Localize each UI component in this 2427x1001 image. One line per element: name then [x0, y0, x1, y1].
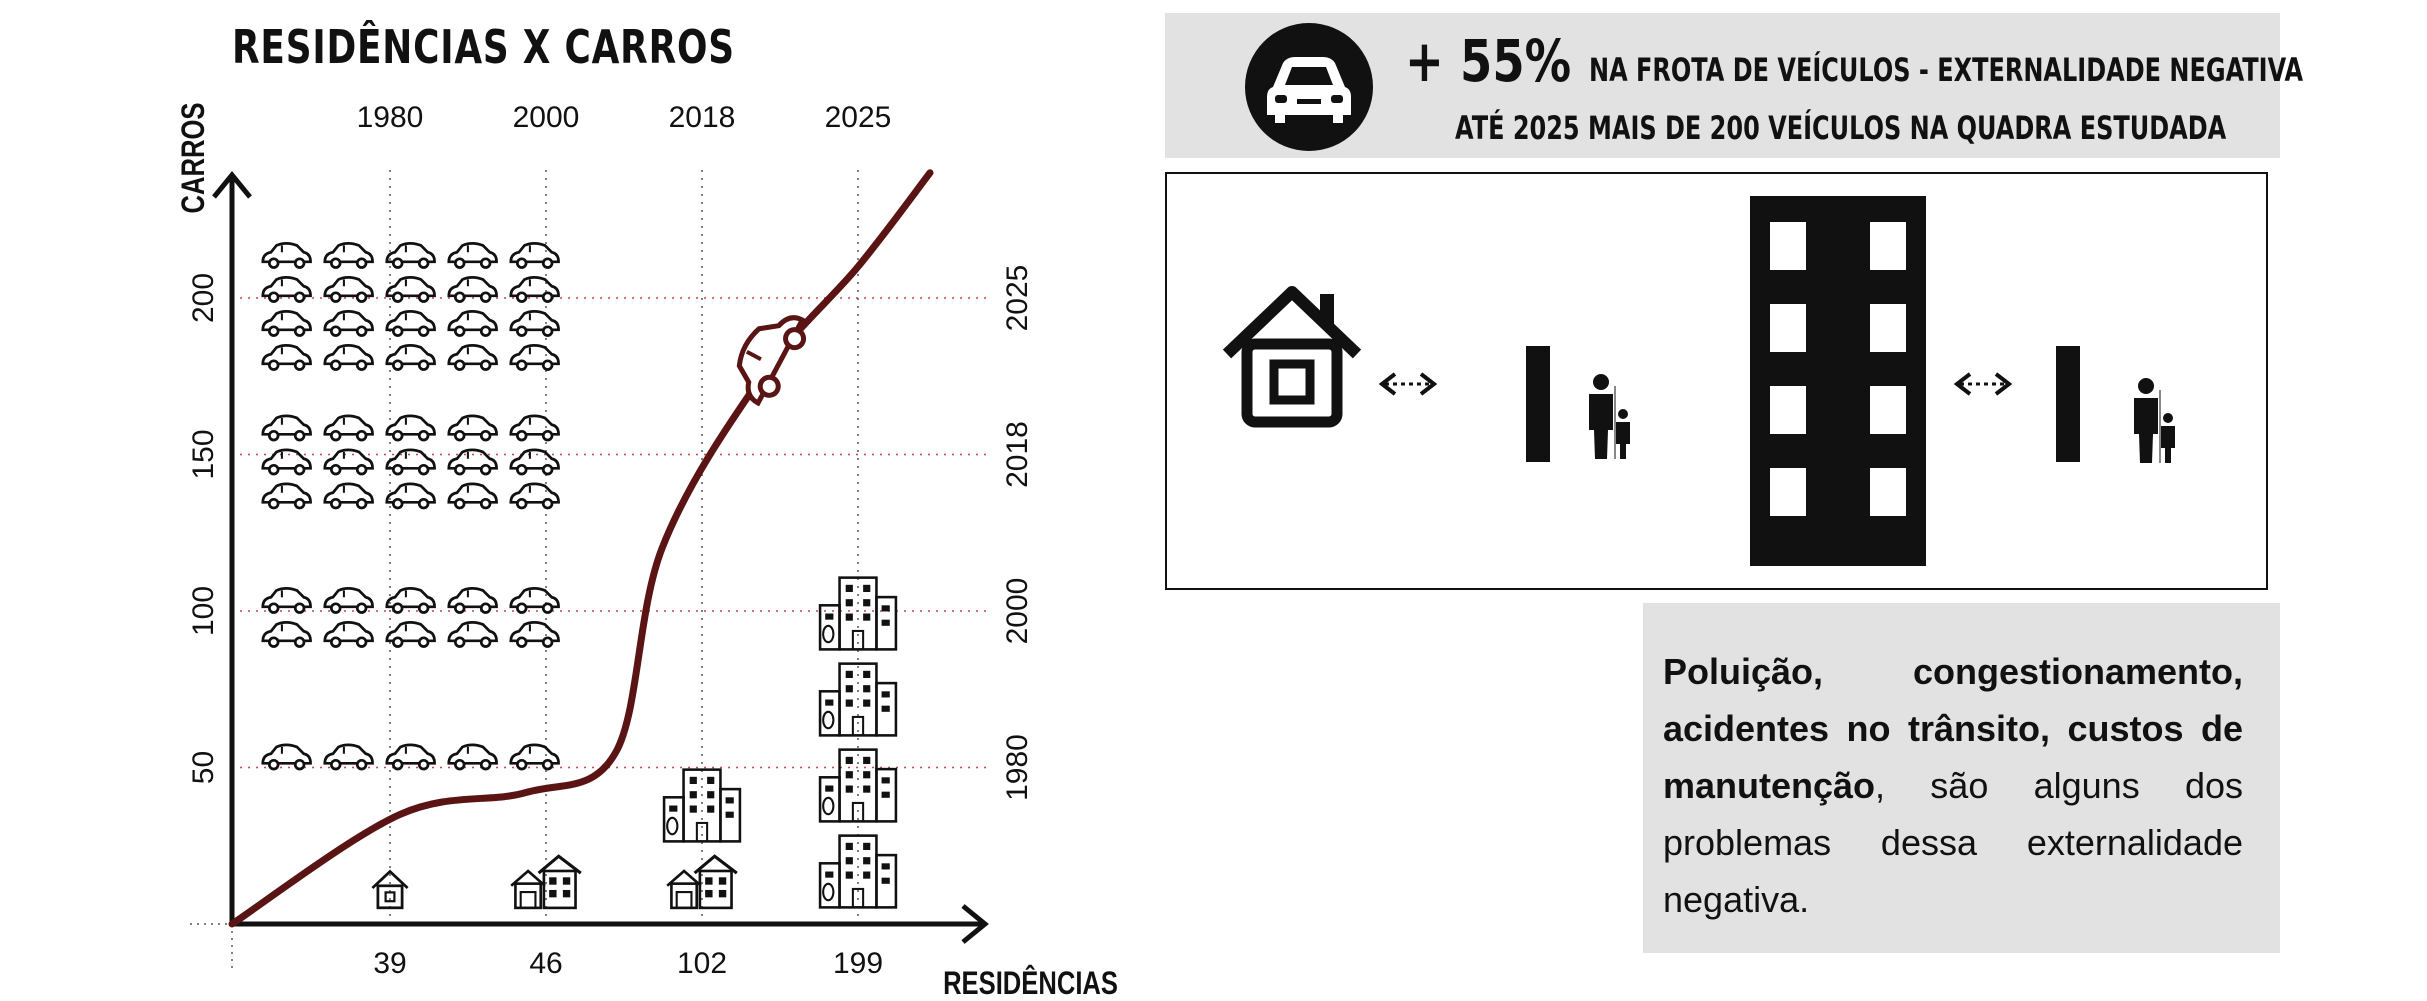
x-tick-label: 39	[373, 947, 406, 980]
car-icon	[323, 242, 374, 269]
car-icon	[323, 448, 374, 476]
car-icon	[261, 587, 312, 614]
car-icon	[509, 344, 560, 371]
y-tick-label: 50	[187, 751, 220, 784]
y-right-tick-label: 2025	[1001, 265, 1034, 332]
car-icon	[385, 242, 436, 269]
car-icon	[509, 587, 560, 614]
car-icon	[447, 242, 498, 269]
y-axis-label: CARROS	[176, 103, 211, 214]
problems-text: Poluição, congestionamento, acidentes no…	[1663, 643, 2243, 928]
y-axis-arrow	[212, 171, 252, 199]
series-line	[228, 169, 934, 928]
small-house-icon	[371, 870, 409, 910]
car-icon	[509, 242, 560, 269]
car-icon	[447, 344, 498, 371]
car-icon	[385, 310, 436, 337]
car-icon	[385, 448, 436, 476]
double-arrow-icon	[1378, 372, 1438, 396]
density-comparison-panel	[1165, 172, 2268, 590]
car-icon	[447, 743, 498, 771]
people-icon	[1589, 374, 1630, 459]
car-icon	[323, 621, 374, 648]
car-icon	[447, 482, 498, 510]
problems-text-box: Poluição, congestionamento, acidentes no…	[1643, 603, 2280, 953]
x-top-tick-label: 2025	[825, 101, 892, 134]
car-icon	[261, 414, 312, 442]
car-icon	[509, 482, 560, 510]
car-icon	[261, 621, 312, 648]
x-tick-label: 199	[833, 947, 883, 980]
x-axis-label: RESIDÊNCIAS	[943, 964, 1118, 1001]
building-icon	[662, 768, 742, 843]
car-icon	[447, 414, 498, 442]
residencias-carros-chart: 39 46 102 199 1980 2000 2018 2025 50 100 150 200 198…	[176, 101, 1118, 1001]
car-icon	[385, 344, 436, 371]
y-tick-label: 150	[187, 429, 220, 479]
bar-icon	[1526, 346, 1550, 462]
x-tick-label: 102	[677, 947, 727, 980]
car-icon	[509, 448, 560, 476]
car-icon	[261, 482, 312, 510]
problems-bold-text: Poluição, congestionamento, acidentes no…	[1663, 651, 2243, 806]
car-icon	[447, 448, 498, 476]
car-icon	[385, 482, 436, 510]
car-icon	[261, 743, 312, 771]
car-icon	[509, 743, 560, 771]
car-icon	[509, 276, 560, 303]
car-icon	[323, 587, 374, 614]
y-right-tick-label: 2000	[1001, 578, 1034, 645]
car-icon	[261, 276, 312, 303]
x-top-tick-label: 1980	[357, 101, 424, 134]
building-icon	[818, 834, 898, 909]
car-icon	[447, 621, 498, 648]
y-tick-label: 200	[187, 273, 220, 323]
car-icon	[323, 482, 374, 510]
fleet-note: ATÉ 2025 MAIS DE 200 VEÍCULOS NA QUADRA …	[1455, 109, 2227, 147]
car-icon	[385, 276, 436, 303]
car-icon	[323, 310, 374, 337]
car-icon	[261, 448, 312, 476]
car-icon	[447, 310, 498, 337]
car-icon	[385, 414, 436, 442]
x-axis-arrow	[961, 904, 989, 944]
people-icon	[2134, 378, 2175, 463]
y-right-tick-label: 2018	[1001, 421, 1034, 488]
car-icon	[261, 242, 312, 269]
car-icon	[323, 414, 374, 442]
fleet-banner: + 55% NA FROTA DE VEÍCULOS - EXTERNALIDA…	[1165, 13, 2303, 158]
car-icon	[509, 310, 560, 337]
building-icon	[818, 576, 898, 651]
x-top-tick-label: 2018	[669, 101, 736, 134]
fleet-subtitle: NA FROTA DE VEÍCULOS - EXTERNALIDADE NEG…	[1589, 51, 2304, 89]
x-top-tick-label: 2000	[513, 101, 580, 134]
car-icon	[385, 621, 436, 648]
x-tick-label: 46	[529, 947, 562, 980]
car-icon	[1245, 23, 1373, 151]
car-icon	[323, 743, 374, 771]
bar-icon	[2056, 346, 2080, 462]
car-icon	[261, 344, 312, 371]
fleet-percent: + 55%	[1405, 27, 1572, 95]
car-icon	[323, 344, 374, 371]
y-right-tick-label: 1980	[1001, 734, 1034, 801]
car-icon	[323, 276, 374, 303]
red-car-icon	[736, 315, 807, 407]
car-icon	[261, 310, 312, 337]
house-icon	[1222, 286, 1362, 428]
problems-normal-text: , são alguns dos problemas dessa externa…	[1663, 765, 2243, 920]
car-icon	[447, 587, 498, 614]
building-icon	[1750, 196, 1926, 566]
y-tick-label: 100	[187, 586, 220, 636]
double-arrow-icon	[1953, 372, 2013, 396]
car-icon	[509, 621, 560, 648]
car-icon	[385, 743, 436, 771]
chart-title: RESIDÊNCIAS X CARROS	[232, 20, 735, 74]
car-icon	[385, 587, 436, 614]
car-icon	[509, 414, 560, 442]
